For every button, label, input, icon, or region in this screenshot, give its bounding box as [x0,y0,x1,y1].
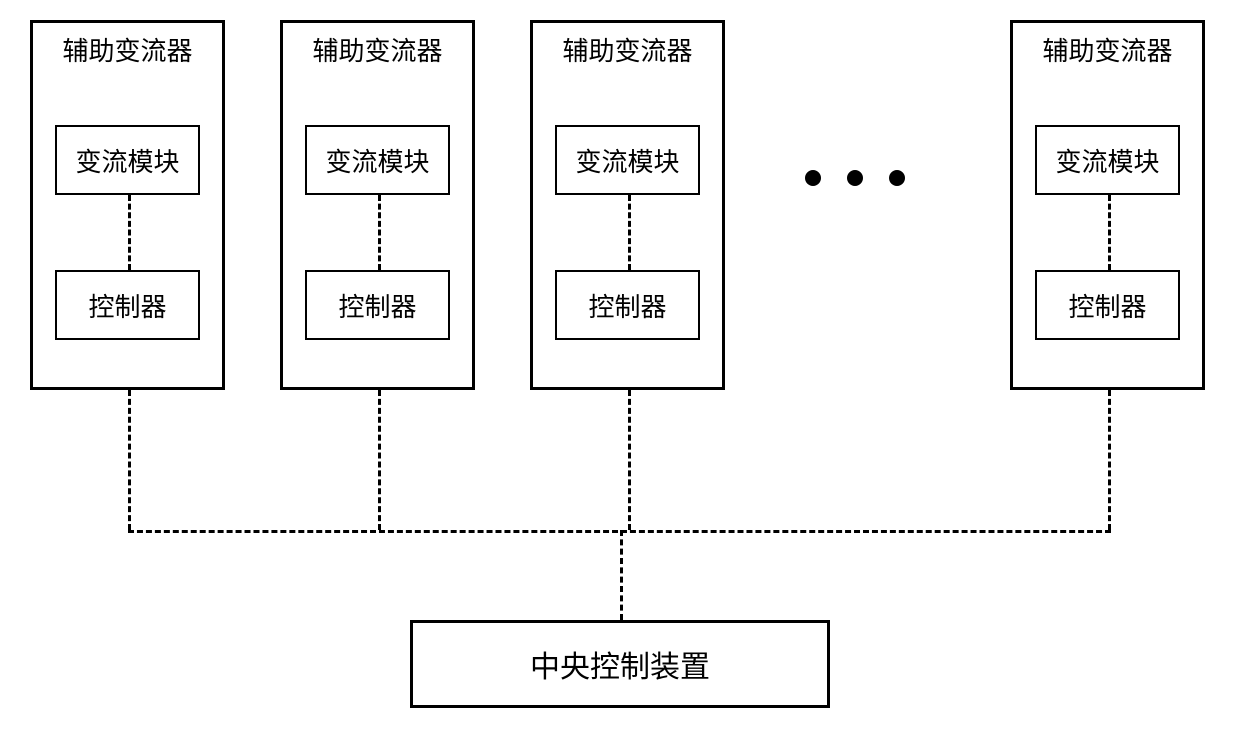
connector-line [628,390,631,530]
controller-label: 控制器 [1068,287,1146,324]
connector-line [628,195,631,270]
ellipsis-dot [847,170,863,186]
ellipsis-dot [805,170,821,186]
ellipsis-icon [805,170,905,186]
converter-module-label: 变流模块 [75,142,179,179]
controller-box: 控制器 [305,270,450,340]
converter-module-box: 变流模块 [305,125,450,195]
controller-label: 控制器 [338,287,416,324]
central-controller-label: 中央控制装置 [530,642,710,686]
connector-line [128,390,131,530]
connector-line [1108,195,1111,270]
converter-module-box: 变流模块 [1035,125,1180,195]
controller-label: 控制器 [88,287,166,324]
converter-module-box: 变流模块 [555,125,700,195]
diagram-stage: 辅助变流器变流模块控制器 辅助变流器变流模块控制器 辅助变流器变流模块控制器 辅助变流… [0,0,1240,731]
connector-line [1108,390,1111,530]
controller-label: 控制器 [588,287,666,324]
connector-line [378,195,381,270]
controller-box: 控制器 [55,270,200,340]
controller-box: 控制器 [1035,270,1180,340]
connector-line [128,195,131,270]
aux-converter-title: 辅助变流器 [283,31,472,68]
aux-converter-title: 辅助变流器 [1013,31,1202,68]
converter-module-box: 变流模块 [55,125,200,195]
converter-module-label: 变流模块 [575,142,679,179]
converter-module-label: 变流模块 [1055,142,1159,179]
connector-line [378,390,381,530]
central-controller-box: 中央控制装置 [410,620,830,708]
connector-line [128,530,1111,533]
connector-line [620,530,623,620]
aux-converter-title: 辅助变流器 [33,31,222,68]
converter-module-label: 变流模块 [325,142,429,179]
aux-converter-title: 辅助变流器 [533,31,722,68]
controller-box: 控制器 [555,270,700,340]
ellipsis-dot [889,170,905,186]
